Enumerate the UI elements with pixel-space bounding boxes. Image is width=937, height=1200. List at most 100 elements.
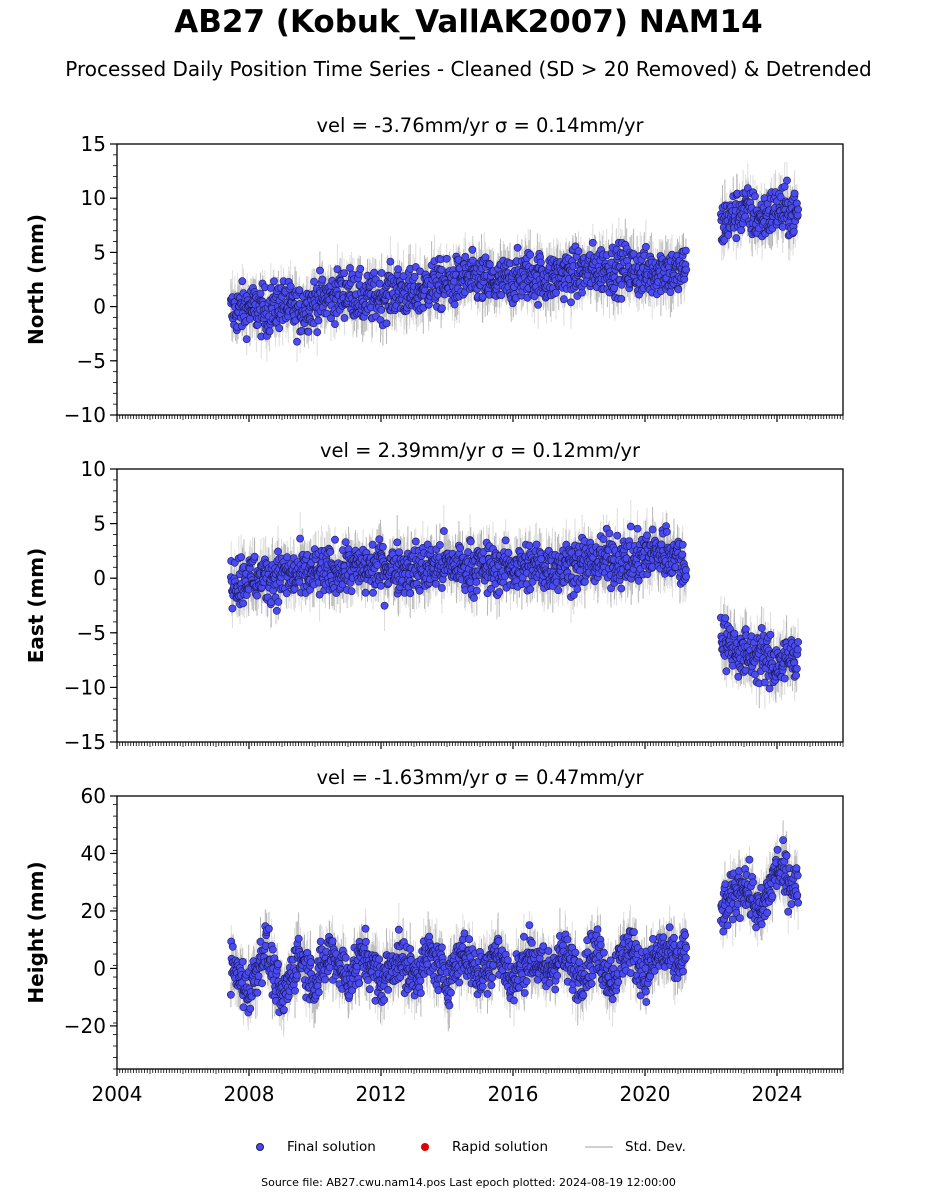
data-point [239, 599, 247, 608]
data-point [406, 589, 415, 598]
data-point [485, 260, 494, 269]
data-point [369, 588, 377, 597]
data-point [395, 548, 403, 556]
data-point [331, 320, 339, 328]
data-point [370, 268, 379, 277]
data-point [272, 606, 281, 615]
east-std-dev-bars [230, 500, 799, 710]
data-point [242, 335, 251, 343]
data-point [238, 277, 247, 286]
y-tick-label: 5 [93, 240, 106, 264]
data-point [318, 275, 327, 284]
y-tick-label: 15 [81, 132, 106, 156]
data-point [377, 305, 386, 314]
data-point [306, 585, 314, 594]
data-point [410, 272, 419, 281]
data-point [356, 264, 365, 273]
y-tick-label: 10 [81, 186, 106, 210]
data-point [283, 553, 291, 562]
data-point [466, 537, 475, 546]
data-point [432, 580, 440, 588]
data-point [411, 537, 420, 546]
data-point [578, 288, 586, 297]
data-point [560, 295, 568, 304]
data-point [415, 586, 424, 595]
data-point [680, 275, 689, 284]
panel-north: −10 −5 0 5 10 15 vel = -3.76mm/yr σ = 0.14mm/y… [24, 114, 844, 427]
data-point [266, 284, 275, 292]
data-point [270, 277, 278, 286]
data-point [468, 256, 477, 265]
data-point [340, 269, 348, 278]
data-point [454, 255, 463, 264]
data-point [376, 581, 385, 590]
data-point [472, 586, 481, 595]
data-point [617, 294, 626, 303]
data-point [435, 541, 444, 549]
data-point [617, 280, 626, 289]
y-tick-label: 0 [93, 295, 106, 319]
data-point [313, 328, 322, 336]
data-point [472, 578, 481, 586]
data-point [333, 265, 342, 274]
data-point [310, 277, 318, 286]
north-x-ticks [116, 415, 844, 422]
data-point [340, 314, 349, 322]
data-point [361, 588, 370, 597]
data-point [456, 544, 464, 552]
data-point [293, 337, 301, 346]
north-y-axis-label: North (mm) [24, 214, 48, 345]
data-point [274, 598, 283, 606]
data-point [375, 535, 384, 544]
data-point [450, 300, 459, 309]
data-point [537, 258, 545, 267]
data-point [526, 250, 535, 259]
data-point [275, 324, 284, 333]
data-point [776, 193, 785, 201]
data-point [331, 535, 339, 544]
data-point [250, 552, 259, 561]
data-point [534, 300, 542, 309]
data-point [304, 327, 313, 336]
data-point [442, 254, 451, 263]
data-point [468, 245, 477, 254]
data-point [295, 578, 304, 586]
data-point [295, 286, 304, 295]
data-point [642, 242, 650, 251]
data-point [790, 189, 799, 198]
data-point [513, 243, 522, 252]
data-point [296, 534, 304, 543]
data-point [666, 288, 675, 296]
data-point [368, 540, 377, 549]
data-point [789, 227, 798, 236]
data-point [386, 257, 395, 266]
north-plot-area [226, 162, 802, 362]
data-point [778, 222, 787, 231]
data-point [552, 288, 560, 297]
data-point [437, 304, 446, 313]
data-point [682, 265, 691, 274]
north-final-points [226, 176, 802, 346]
data-point [470, 594, 478, 602]
data-point [439, 527, 448, 535]
data-point [326, 548, 335, 556]
data-point [783, 176, 791, 185]
data-point [378, 543, 387, 551]
data-point [274, 547, 282, 556]
data-point [682, 246, 690, 255]
data-point [399, 272, 408, 280]
north-panel-title: vel = -3.76mm/yr σ = 0.14mm/yr [316, 114, 644, 137]
data-point [574, 247, 583, 256]
east-final-points [226, 522, 802, 693]
data-point [674, 285, 683, 294]
data-point [751, 192, 759, 201]
data-point [588, 238, 597, 247]
data-point [567, 298, 575, 307]
data-point [794, 205, 802, 214]
data-point [256, 289, 265, 298]
data-point [341, 538, 350, 546]
data-point [265, 327, 274, 336]
data-point [286, 282, 295, 291]
